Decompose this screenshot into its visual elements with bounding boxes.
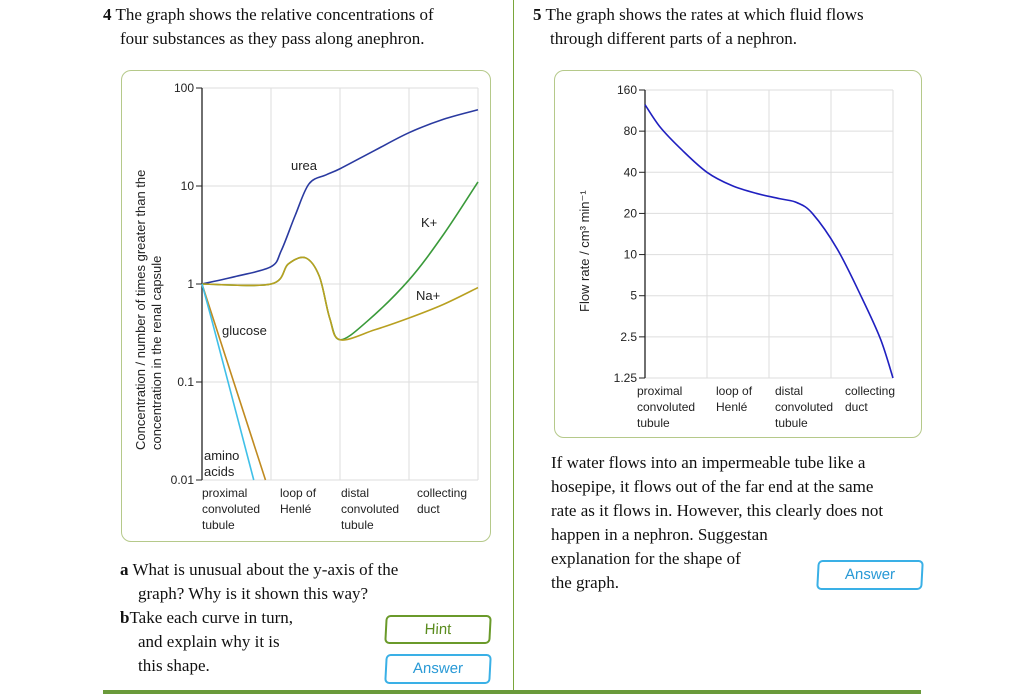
x-category-label: tubule <box>637 416 670 430</box>
y-tick-label: 10 <box>624 248 638 262</box>
y-tick-label: 160 <box>617 83 637 97</box>
part-a-letter: a <box>120 560 129 579</box>
series-label: acids <box>204 464 235 479</box>
q5-number: 5 <box>533 5 542 24</box>
part-a-line2: graph? Why is it shown this way? <box>138 584 369 603</box>
x-category-label: proximal <box>637 384 682 398</box>
series-line-flow-rate <box>644 104 894 379</box>
q5-body-line: the graph. <box>551 573 619 592</box>
x-category-label: proximal <box>202 486 247 500</box>
y-axis-label: Flow rate / cm³ min⁻¹ <box>577 190 592 312</box>
x-category-label: loop of <box>716 384 753 398</box>
y-tick-label: 5 <box>630 289 637 303</box>
bottom-rule <box>103 690 921 694</box>
y-tick-label: 100 <box>174 81 194 95</box>
column-divider <box>513 0 514 690</box>
x-category-label: tubule <box>775 416 808 430</box>
x-category-label: Henlé <box>280 502 312 516</box>
q5-prompt-line2: through different parts of a nephron. <box>550 29 798 48</box>
hint-button[interactable]: Hint <box>384 615 492 644</box>
x-category-label: distal <box>775 384 803 398</box>
x-category-label: convoluted <box>202 502 260 516</box>
series-label: glucose <box>222 323 267 338</box>
y-tick-label: 20 <box>624 206 638 220</box>
part-b-line1: Take each curve in turn, <box>129 608 294 627</box>
series-label: urea <box>291 158 318 173</box>
x-category-label: loop of <box>280 486 317 500</box>
y-tick-label: 2.5 <box>620 330 637 344</box>
part-a-line1: What is unusual about the y-axis of the <box>132 560 399 579</box>
y-tick-label: 10 <box>181 179 195 193</box>
q4-part-a: a What is unusual about the y-axis of th… <box>120 558 398 606</box>
y-tick-label: 0.01 <box>171 473 195 487</box>
q4-prompt-line2: four substances as they pass along aneph… <box>120 29 425 48</box>
y-tick-label: 80 <box>624 124 638 138</box>
x-category-label: tubule <box>341 518 374 532</box>
part-b-line2: and explain why it is <box>138 632 280 651</box>
q5-body: If water flows into an impermeable tube … <box>551 451 883 595</box>
x-category-label: convoluted <box>341 502 399 516</box>
q5-prompt-line1: The graph shows the rates at which fluid… <box>545 5 864 24</box>
series-line-urea <box>201 108 479 285</box>
q5-body-line: happen in a nephron. Suggestan <box>551 525 768 544</box>
part-b-line3: this shape. <box>138 656 210 675</box>
x-category-label: tubule <box>202 518 235 532</box>
y-axis-label: concentration in the renal capsule <box>149 256 164 450</box>
y-tick-label: 1.25 <box>614 371 638 385</box>
q4-answer-button[interactable]: Answer <box>384 654 492 684</box>
y-tick-label: 40 <box>624 165 638 179</box>
q5-prompt: 5 The graph shows the rates at which flu… <box>533 3 864 51</box>
q4-part-b: bTake each curve in turn, and explain wh… <box>120 606 293 678</box>
x-category-label: convoluted <box>775 400 833 414</box>
q5-chart-panel <box>554 70 922 438</box>
y-axis-label: Concentration / number of times greater … <box>133 170 148 450</box>
y-tick-label: 0.1 <box>177 375 194 389</box>
x-category-label: duct <box>417 502 440 516</box>
series-line-na- <box>201 256 479 341</box>
series-label: Na+ <box>416 288 440 303</box>
series-label: K+ <box>421 215 437 230</box>
x-category-label: distal <box>341 486 369 500</box>
q5-answer-button[interactable]: Answer <box>816 560 924 590</box>
y-tick-label: 1 <box>187 277 194 291</box>
q4-number: 4 <box>103 5 112 24</box>
q4-prompt-line1: The graph shows the relative concentrati… <box>115 5 434 24</box>
series-label: amino <box>204 448 239 463</box>
x-category-label: Henlé <box>716 400 748 414</box>
q5-body-line: hosepipe, it flows out of the far end at… <box>551 477 874 496</box>
x-category-label: collecting <box>845 384 895 398</box>
part-b-letter: b <box>120 608 130 627</box>
q4-prompt: 4 The graph shows the relative concentra… <box>103 3 434 51</box>
q5-body-line: explanation for the shape of <box>551 549 741 568</box>
x-category-label: duct <box>845 400 868 414</box>
x-category-label: collecting <box>417 486 467 500</box>
series-line-amino-acids <box>201 283 255 481</box>
q5-body-line: If water flows into an impermeable tube … <box>551 453 866 472</box>
x-category-label: convoluted <box>637 400 695 414</box>
q5-body-line: rate as it flows in. However, this clear… <box>551 501 884 520</box>
q4-chart-panel <box>121 70 491 542</box>
